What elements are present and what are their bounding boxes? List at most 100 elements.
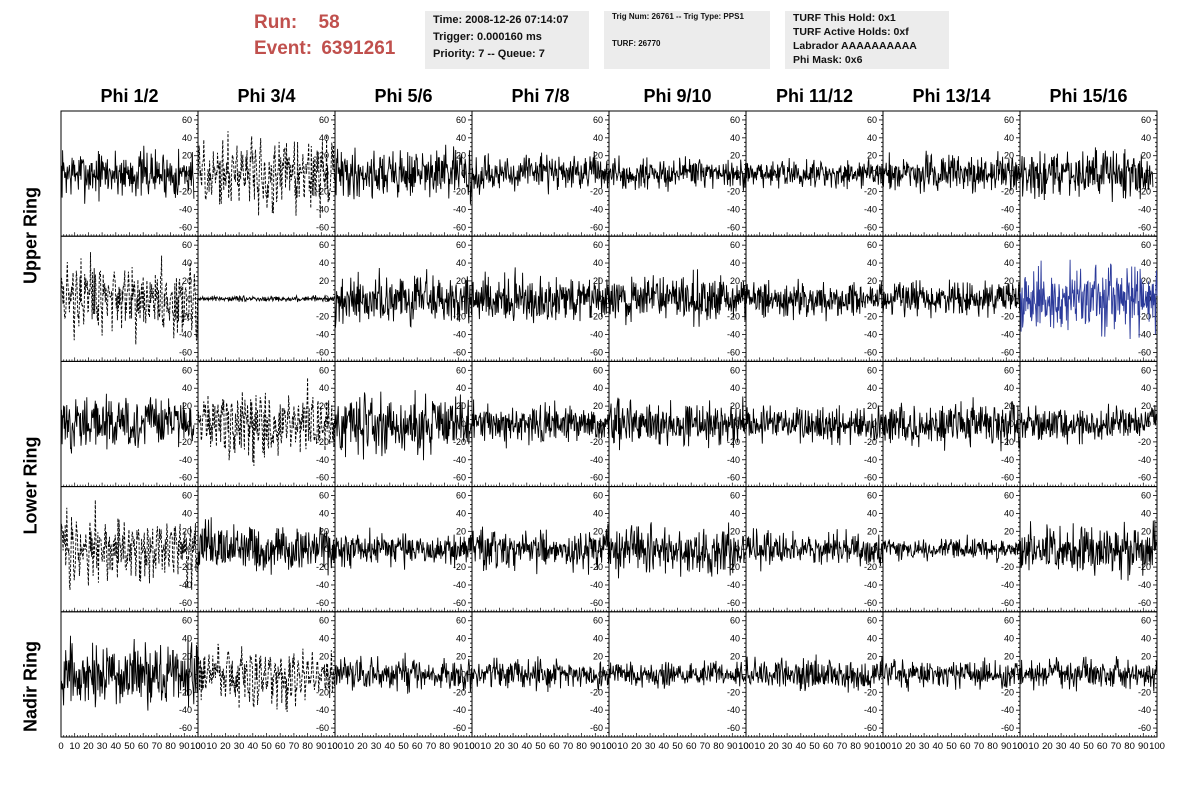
event-label: Event: xyxy=(254,38,313,59)
column-title-phi-11-12: Phi 11/12 xyxy=(775,86,854,106)
y-tick-label: 60 xyxy=(456,115,466,125)
x-tick-label: 90 xyxy=(864,741,875,752)
y-tick-label: 40 xyxy=(456,133,466,143)
y-tick-label: -40 xyxy=(864,580,877,590)
y-tick-label: 20 xyxy=(456,652,466,662)
y-tick-label: 60 xyxy=(593,240,603,250)
y-tick-label: -40 xyxy=(316,580,329,590)
event-row: Event: 6391261 xyxy=(254,36,395,62)
y-tick-label: -20 xyxy=(316,186,329,196)
x-tick-label: 50 xyxy=(124,741,135,752)
waveform-trace xyxy=(608,269,747,327)
y-tick-label: 60 xyxy=(1141,616,1151,626)
x-tick-label: 0 xyxy=(469,741,474,752)
y-tick-label: 40 xyxy=(593,508,603,518)
y-tick-label: 40 xyxy=(182,258,192,268)
x-tick-label: 0 xyxy=(743,741,748,752)
y-tick-label: -20 xyxy=(1001,687,1014,697)
y-tick-label: 60 xyxy=(456,240,466,250)
x-tick-label: 40 xyxy=(796,741,807,752)
waveform-trace xyxy=(197,643,336,713)
x-tick-label: 10 xyxy=(754,741,765,752)
y-tick-label: -20 xyxy=(179,562,192,572)
y-tick-label: -60 xyxy=(179,222,192,232)
y-tick-label: 60 xyxy=(867,115,877,125)
x-tick-label: 60 xyxy=(275,741,286,752)
y-tick-label: 60 xyxy=(456,616,466,626)
y-tick-label: -40 xyxy=(179,455,192,465)
y-tick-label: -40 xyxy=(1001,705,1014,715)
y-tick-label: -20 xyxy=(1138,186,1151,196)
waveform-trace xyxy=(608,155,747,192)
y-tick-label: -60 xyxy=(864,347,877,357)
y-tick-label: 40 xyxy=(182,383,192,393)
y-tick-label: -40 xyxy=(1138,204,1151,214)
y-tick-label: -40 xyxy=(1001,330,1014,340)
y-tick-label: 20 xyxy=(1141,151,1151,161)
waveform-trace xyxy=(745,405,884,446)
y-tick-label: 60 xyxy=(319,616,329,626)
y-tick-label: 60 xyxy=(1141,365,1151,375)
y-tick-label: -20 xyxy=(727,562,740,572)
y-tick-label: -40 xyxy=(316,455,329,465)
y-tick-label: -40 xyxy=(590,330,603,340)
y-tick-label: 40 xyxy=(1141,258,1151,268)
x-tick-label: 0 xyxy=(195,741,200,752)
x-tick-label: 70 xyxy=(700,741,711,752)
x-tick-label: 50 xyxy=(535,741,546,752)
y-tick-label: -20 xyxy=(453,687,466,697)
y-tick-label: -60 xyxy=(316,473,329,483)
waveform-trace xyxy=(334,144,473,205)
y-tick-label: -20 xyxy=(179,312,192,322)
waveform-trace xyxy=(1019,656,1158,692)
y-tick-label: 40 xyxy=(456,508,466,518)
x-tick-label: 90 xyxy=(453,741,464,752)
y-tick-label: -40 xyxy=(590,580,603,590)
x-tick-label: 40 xyxy=(1070,741,1081,752)
y-tick-label: 40 xyxy=(867,383,877,393)
x-tick-label: 10 xyxy=(480,741,491,752)
x-tick-label: 80 xyxy=(987,741,998,752)
y-tick-label: 40 xyxy=(182,508,192,518)
y-tick-label: 60 xyxy=(182,240,192,250)
y-tick-label: -20 xyxy=(590,186,603,196)
y-tick-label: 0 xyxy=(872,294,877,304)
x-tick-label: 20 xyxy=(1042,741,1053,752)
y-tick-label: 40 xyxy=(593,133,603,143)
x-tick-label: 90 xyxy=(179,741,190,752)
y-tick-label: 60 xyxy=(730,240,740,250)
y-tick-label: 40 xyxy=(1004,258,1014,268)
y-tick-label: -40 xyxy=(316,204,329,214)
y-tick-label: -40 xyxy=(864,455,877,465)
y-tick-label: -60 xyxy=(1001,347,1014,357)
x-tick-label: 100 xyxy=(190,741,206,752)
y-tick-label: 20 xyxy=(1141,526,1151,536)
y-tick-label: 20 xyxy=(456,526,466,536)
x-tick-label: 60 xyxy=(412,741,423,752)
y-tick-label: 40 xyxy=(867,634,877,644)
y-tick-label: -20 xyxy=(1001,562,1014,572)
y-tick-label: -40 xyxy=(864,204,877,214)
y-tick-label: 60 xyxy=(182,616,192,626)
y-tick-label: 20 xyxy=(182,151,192,161)
y-tick-label: 60 xyxy=(730,365,740,375)
y-tick-label: 40 xyxy=(319,634,329,644)
y-tick-label: -60 xyxy=(1001,598,1014,608)
y-tick-label: 40 xyxy=(182,634,192,644)
waveform-trace xyxy=(60,145,195,204)
time-text: Time: 2008-12-26 07:14:07 xyxy=(433,14,569,26)
y-tick-label: 40 xyxy=(1004,634,1014,644)
y-tick-label: 60 xyxy=(1141,115,1151,125)
turf-hold-text: TURF This Hold: 0x1 xyxy=(793,12,896,24)
turf-active-text: TURF Active Holds: 0xf xyxy=(793,26,909,38)
y-tick-label: 40 xyxy=(730,258,740,268)
